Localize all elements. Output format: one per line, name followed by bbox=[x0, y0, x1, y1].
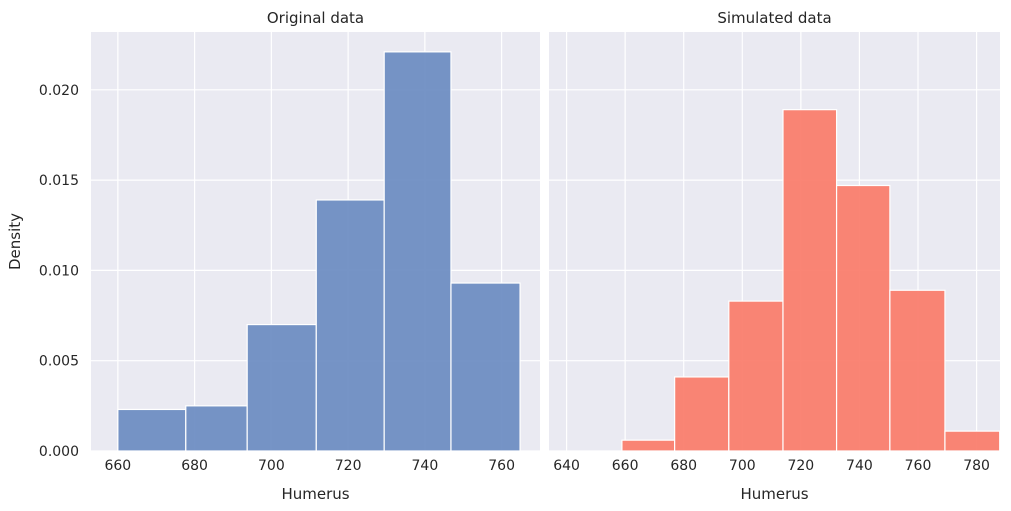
x-axis-label-simulated: Humerus bbox=[740, 485, 808, 503]
histogram-bar bbox=[315, 199, 385, 452]
y-tick-label: 0.015 bbox=[39, 173, 79, 189]
histogram-bar bbox=[383, 51, 452, 452]
histogram-bar bbox=[185, 405, 248, 452]
x-tick-label: 760 bbox=[488, 458, 515, 474]
bars-simulated bbox=[621, 109, 1001, 452]
histogram-panel-original: 660 680 700 720 740 760 0.0000.0050.0100.0150… bbox=[6, 9, 540, 503]
y-tick-label: 0.005 bbox=[39, 354, 79, 370]
x-tick-label: 640 bbox=[553, 458, 580, 474]
chart-title-original: Original data bbox=[267, 9, 364, 27]
bars-original bbox=[117, 51, 521, 452]
y-tick-label: 0.020 bbox=[39, 83, 79, 99]
x-tick-label: 740 bbox=[412, 458, 439, 474]
histogram-bar bbox=[728, 300, 784, 452]
grid-lines-original bbox=[91, 32, 540, 452]
x-tick-labels-original: 660 680 700 720 740 760 bbox=[104, 458, 514, 474]
x-tick-label: 680 bbox=[670, 458, 697, 474]
histogram-bar bbox=[117, 408, 187, 452]
y-tick-labels-original: 0.000 0.005 0.010 0.015 0.020 bbox=[39, 83, 79, 460]
histogram-bar bbox=[782, 109, 838, 452]
x-tick-label: 720 bbox=[787, 458, 814, 474]
histogram-bar bbox=[835, 184, 891, 452]
x-tick-label: 660 bbox=[104, 458, 131, 474]
histogram-bar bbox=[621, 439, 676, 452]
histogram-bar bbox=[944, 430, 1001, 452]
y-tick-label: 0.000 bbox=[39, 444, 79, 460]
chart-title-simulated: Simulated data bbox=[717, 9, 831, 27]
x-tick-label: 720 bbox=[335, 458, 362, 474]
histogram-bar bbox=[246, 323, 317, 452]
y-axis-label-original: Density bbox=[6, 213, 24, 270]
x-tick-labels-simulated: 640 660 680 700 720 740 760 780 bbox=[553, 458, 990, 474]
x-tick-label: 760 bbox=[905, 458, 932, 474]
x-tick-label: 660 bbox=[612, 458, 639, 474]
histogram-bar bbox=[889, 289, 946, 452]
x-tick-label: 700 bbox=[729, 458, 756, 474]
histogram-panel-simulated: 640 660 680 700 720 740 760 780 Simulated data … bbox=[549, 9, 1001, 503]
x-tick-label: 700 bbox=[258, 458, 285, 474]
x-tick-label: 780 bbox=[963, 458, 990, 474]
histogram-bar bbox=[674, 376, 730, 452]
x-tick-label: 680 bbox=[181, 458, 208, 474]
x-tick-label: 740 bbox=[846, 458, 873, 474]
y-tick-label: 0.010 bbox=[39, 263, 79, 279]
x-axis-label-original: Humerus bbox=[281, 485, 349, 503]
histogram-bar bbox=[450, 282, 521, 452]
